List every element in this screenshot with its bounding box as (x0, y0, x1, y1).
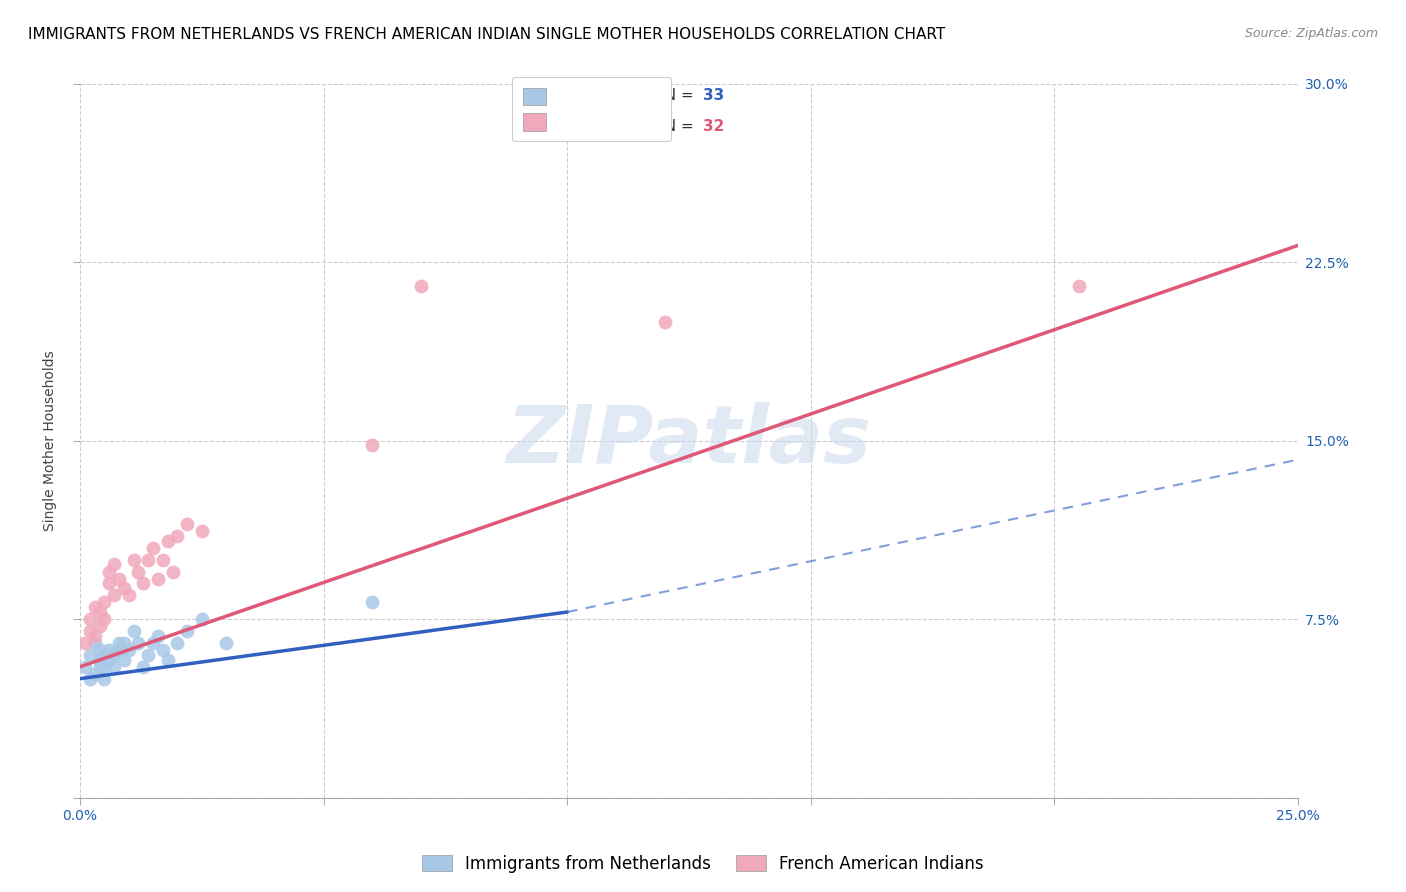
Point (83, 600, 105, 615)
Point (132, 659, 155, 673)
Text: Source: ZipAtlas.com: Source: ZipAtlas.com (1244, 27, 1378, 40)
Point (89, 619, 111, 633)
Point (215, 636, 238, 650)
Point (128, 565, 150, 579)
Point (93, 659, 115, 673)
Point (152, 552, 174, 566)
Point (93, 672, 115, 686)
Point (122, 624, 145, 638)
Point (176, 516, 198, 531)
Point (162, 565, 184, 579)
Point (93, 595, 115, 609)
Point (1067, 278, 1090, 293)
Text: ZIPatlas: ZIPatlas (506, 401, 872, 480)
Point (112, 581, 135, 595)
Point (136, 552, 159, 566)
Point (156, 652, 179, 666)
Point (146, 629, 169, 643)
Point (191, 524, 214, 538)
Point (103, 558, 125, 572)
Point (103, 648, 125, 662)
Point (136, 648, 159, 662)
Text: IMMIGRANTS FROM NETHERLANDS VS FRENCH AMERICAN INDIAN SINGLE MOTHER HOUSEHOLDS C: IMMIGRANTS FROM NETHERLANDS VS FRENCH AM… (28, 27, 945, 42)
Point (176, 624, 198, 638)
Point (98, 565, 121, 579)
Text: N =: N = (655, 119, 699, 134)
Point (98, 643, 121, 657)
Point (103, 588, 125, 602)
Point (166, 529, 188, 543)
Point (361, 595, 384, 609)
Point (118, 588, 141, 602)
Point (112, 636, 135, 650)
Text: 0.497: 0.497 (592, 119, 640, 134)
Legend:                       ,                       : , (512, 77, 671, 141)
Text: R =: R = (546, 87, 578, 103)
Point (93, 612, 115, 626)
Point (166, 636, 188, 650)
Text: 32: 32 (703, 119, 725, 134)
Point (409, 278, 432, 293)
Point (152, 643, 174, 657)
Point (191, 612, 214, 626)
Point (142, 541, 165, 555)
Point (361, 438, 384, 452)
Point (108, 636, 131, 650)
Point (103, 659, 125, 673)
Point (79, 648, 101, 662)
Point (83, 636, 105, 650)
Point (73, 636, 96, 650)
Point (79, 612, 101, 626)
Point (118, 643, 141, 657)
Point (98, 576, 121, 591)
Point (93, 648, 115, 662)
Point (83, 666, 105, 681)
Point (132, 576, 155, 591)
Point (89, 659, 111, 673)
Point (122, 552, 145, 566)
Point (108, 572, 131, 586)
Point (98, 652, 121, 666)
Point (79, 672, 101, 686)
Legend: Immigrants from Netherlands, French American Indians: Immigrants from Netherlands, French Amer… (415, 848, 991, 880)
Point (654, 315, 676, 329)
Point (146, 572, 169, 586)
Point (83, 629, 105, 643)
Point (89, 652, 111, 666)
Point (128, 636, 150, 650)
Text: 33: 33 (703, 87, 724, 103)
Point (142, 636, 165, 650)
Text: 0.234: 0.234 (592, 87, 640, 103)
Text: R =: R = (546, 119, 578, 134)
Point (89, 643, 111, 657)
Y-axis label: Single Mother Households: Single Mother Households (44, 351, 58, 531)
Point (79, 624, 101, 638)
Text: N =: N = (655, 87, 699, 103)
Point (108, 643, 131, 657)
Point (156, 533, 179, 548)
Point (112, 652, 135, 666)
Point (89, 605, 111, 619)
Point (73, 659, 96, 673)
